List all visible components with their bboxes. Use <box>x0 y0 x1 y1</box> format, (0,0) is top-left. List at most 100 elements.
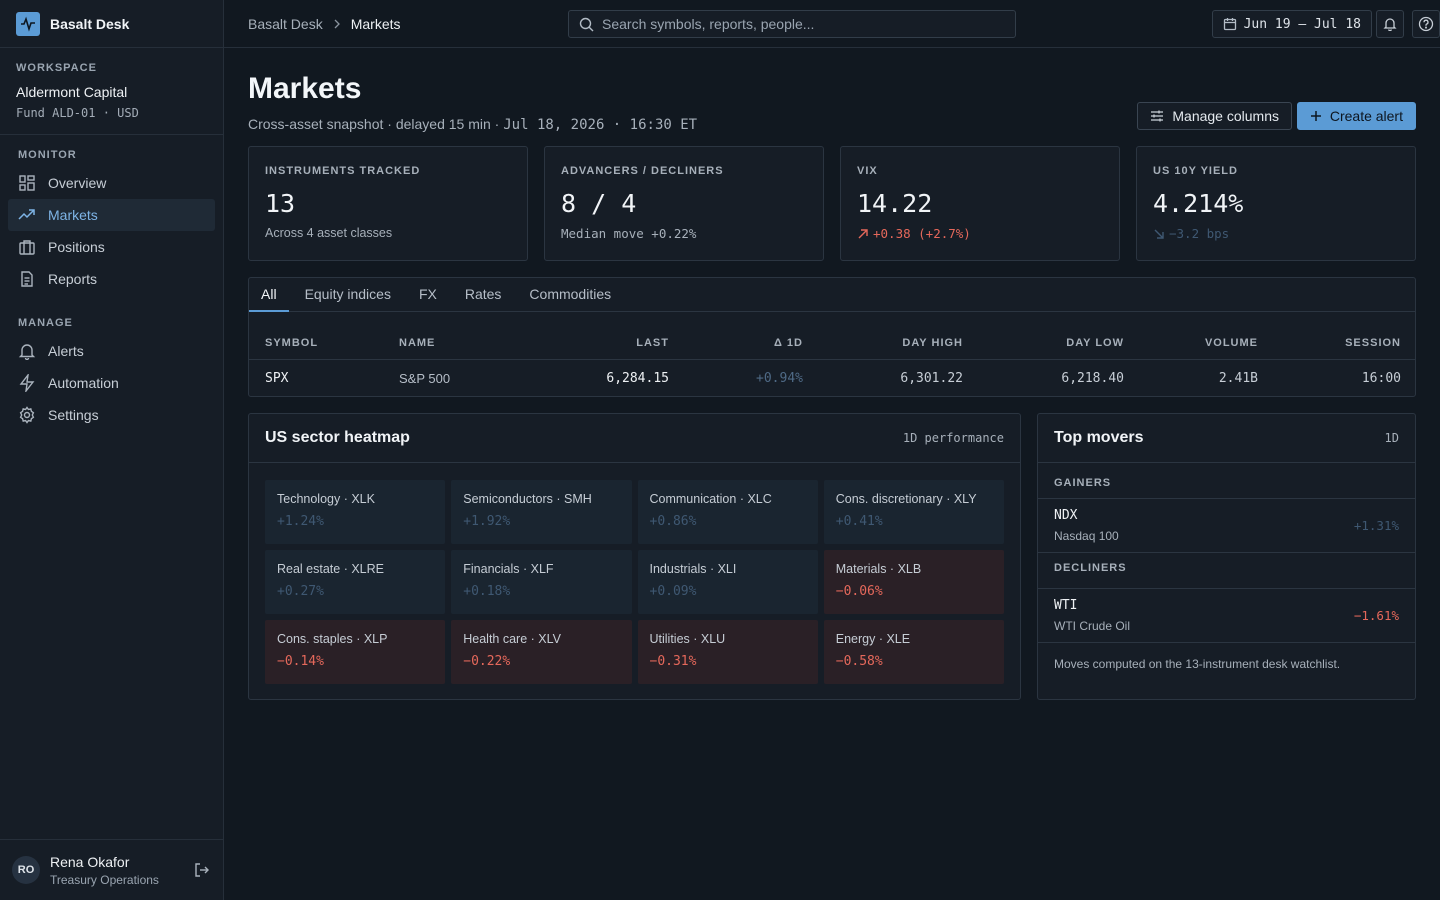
card-header: US sector heatmap 1D performance <box>249 414 1020 463</box>
cell-volume: 2.41B <box>1218 371 1258 386</box>
sidebar-item-label: Markets <box>48 207 98 223</box>
column-header-day-high[interactable]: DAY HIGH <box>902 337 963 349</box>
tile-change: −0.06% <box>835 584 883 599</box>
sidebar-item-reports[interactable]: Reports <box>8 263 215 295</box>
kpi-value: 13 <box>265 189 296 218</box>
logout-icon[interactable] <box>193 861 211 879</box>
avatar: RO <box>12 856 40 884</box>
tile-sector-name: Financials · XLF <box>463 562 554 576</box>
sidebar-item-label: Overview <box>48 175 107 191</box>
tile-sector-name: Energy · XLE <box>835 632 911 646</box>
breadcrumb: Basalt Desk Markets <box>248 16 401 32</box>
kpi-label: INSTRUMENTS TRACKED <box>265 165 421 177</box>
top-movers-card: Top movers 1D GAINERS NDX Nasdaq 100 +1.… <box>1037 413 1416 700</box>
main-content: Markets Cross-asset snapshot · delayed 1… <box>248 48 1416 700</box>
workspace-switcher[interactable]: WORKSPACE Aldermont Capital Fund ALD-01 … <box>0 48 223 135</box>
card-title: Top movers <box>1054 429 1144 446</box>
heatmap-tile[interactable]: Industrials · XLI +0.09% <box>637 550 818 614</box>
briefcase-icon <box>19 240 35 255</box>
sidebar-item-label: Settings <box>48 407 99 423</box>
brand[interactable]: Basalt Desk <box>0 0 223 48</box>
mover-name: Nasdaq 100 <box>1054 529 1119 543</box>
tab-commodities[interactable]: Commodities <box>529 286 612 302</box>
cell-change: +0.94% <box>756 371 803 386</box>
search-input[interactable]: Search symbols, reports, people... <box>568 10 1016 38</box>
workspace-caption: WORKSPACE <box>16 62 97 74</box>
bell-icon <box>1383 18 1397 31</box>
calendar-icon <box>1223 18 1236 31</box>
sidebar-item-alerts[interactable]: Alerts <box>8 335 215 367</box>
help-button[interactable] <box>1412 10 1440 38</box>
tile-sector-name: Industrials · XLI <box>649 562 737 576</box>
column-header-symbol[interactable]: SYMBOL <box>265 337 319 349</box>
date-range-picker[interactable]: Jun 19 – Jul 18 <box>1211 10 1372 38</box>
heatmap-tile[interactable]: Semiconductors · SMH +1.92% <box>451 480 632 544</box>
plus-icon <box>1310 111 1321 121</box>
user-role: Treasury Operations <box>50 872 159 887</box>
tab-fx[interactable]: FX <box>418 286 437 302</box>
kpi-value: 4.214% <box>1153 189 1244 218</box>
notifications-button[interactable] <box>1376 10 1404 38</box>
create-alert-button[interactable]: Create alert <box>1296 102 1416 130</box>
tab-rates[interactable]: Rates <box>464 286 502 302</box>
trend-up-icon <box>18 209 35 220</box>
sidebar-item-settings[interactable]: Settings <box>8 399 215 431</box>
heatmap-tile[interactable]: Energy · XLE −0.58% <box>823 620 1004 684</box>
sidebar-item-overview[interactable]: Overview <box>8 167 215 199</box>
cell-day-low: 6,218.40 <box>1061 371 1124 386</box>
tile-sector-name: Health care · XLV <box>463 632 561 646</box>
heatmap-tile[interactable]: Communication · XLC +0.86% <box>637 480 818 544</box>
grid-icon <box>19 175 35 191</box>
mover-row[interactable]: NDX Nasdaq 100 +1.31% <box>1038 499 1415 553</box>
heatmap-tile[interactable]: Materials · XLB −0.06% <box>823 550 1004 614</box>
date-range-label: Jun 19 – Jul 18 <box>1243 16 1361 32</box>
breadcrumb-root[interactable]: Basalt Desk <box>248 15 323 32</box>
tile-change: −0.31% <box>649 654 697 669</box>
tab-all[interactable]: All <box>249 278 289 312</box>
kpi-foot: Median move +0.22% <box>561 226 697 241</box>
heatmap-tile[interactable]: Technology · XLK +1.24% <box>265 480 446 544</box>
heatmap-tile[interactable]: Real estate · XLRE +0.27% <box>265 550 446 614</box>
user-profile[interactable]: RO Rena Okafor Treasury Operations <box>0 839 223 900</box>
tile-change: −0.22% <box>463 654 511 669</box>
tile-change: −0.58% <box>835 654 883 669</box>
breadcrumb-current: Markets <box>350 15 401 32</box>
mover-symbol: WTI <box>1054 598 1078 613</box>
column-header-change[interactable]: Δ 1D <box>773 337 803 349</box>
kpi-card-vix: VIX 14.22 +0.38 (+2.7%) <box>840 146 1120 261</box>
instruments-table-card: All Equity indices FX Rates Commodities … <box>248 277 1416 397</box>
kpi-row: INSTRUMENTS TRACKED 13 Across 4 asset cl… <box>248 146 1416 261</box>
heatmap-tile[interactable]: Utilities · XLU −0.31% <box>637 620 818 684</box>
card-meta: 1D performance <box>902 431 1004 445</box>
tile-change: +0.41% <box>835 514 883 529</box>
search-icon <box>579 17 594 31</box>
heatmap-tile[interactable]: Cons. discretionary · XLY +0.41% <box>823 480 1004 544</box>
column-header-volume[interactable]: VOLUME <box>1204 337 1258 349</box>
mover-row[interactable]: WTI WTI Crude Oil −1.61% <box>1038 589 1415 643</box>
manage-columns-button[interactable]: Manage columns <box>1137 102 1292 130</box>
sidebar-item-markets[interactable]: Markets <box>8 199 215 231</box>
tile-change: +0.18% <box>463 584 511 599</box>
tile-change: +1.92% <box>463 514 511 529</box>
column-header-day-low[interactable]: DAY LOW <box>1066 337 1124 349</box>
tab-equity-indices[interactable]: Equity indices <box>304 286 391 302</box>
column-header-name[interactable]: NAME <box>399 337 436 349</box>
heatmap-tile[interactable]: Cons. staples · XLP −0.14% <box>265 620 446 684</box>
column-header-session[interactable]: SESSION <box>1345 337 1401 349</box>
workspace-fund: Fund ALD-01 · USD <box>16 106 139 120</box>
kpi-foot: Across 4 asset classes <box>265 226 393 240</box>
column-header-last[interactable]: LAST <box>636 337 669 349</box>
decliners-caption: DECLINERS <box>1038 553 1415 589</box>
table-row[interactable]: SPX S&P 500 6,284.15 +0.94% 6,301.22 6,2… <box>249 360 1415 397</box>
sidebar-item-positions[interactable]: Positions <box>8 231 215 263</box>
movers-note: Moves computed on the 13-instrument desk… <box>1054 657 1341 671</box>
kpi-label: ADVANCERS / DECLINERS <box>561 165 724 177</box>
mover-change: +1.31% <box>1353 518 1399 533</box>
heatmap-tile[interactable]: Health care · XLV −0.22% <box>451 620 632 684</box>
mover-change: −1.61% <box>1353 608 1399 623</box>
sidebar: Basalt Desk WORKSPACE Aldermont Capital … <box>0 0 224 900</box>
topbar: Basalt Desk Markets Search symbols, repo… <box>224 0 1440 48</box>
heatmap-tile[interactable]: Financials · XLF +0.18% <box>451 550 632 614</box>
kpi-value: 14.22 <box>857 189 933 218</box>
sidebar-item-automation[interactable]: Automation <box>8 367 215 399</box>
